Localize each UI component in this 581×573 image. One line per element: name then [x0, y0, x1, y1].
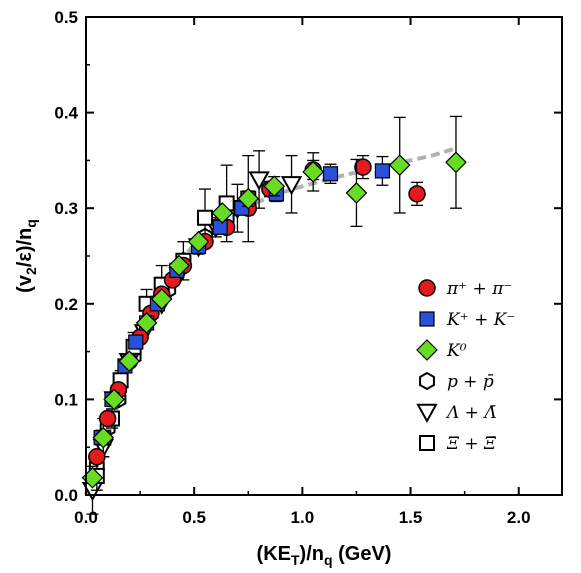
legend-item: K⁺ + K⁻	[419, 310, 515, 330]
series-3	[88, 193, 257, 476]
data-point	[98, 409, 117, 428]
data-point	[345, 182, 368, 204]
data-point	[322, 166, 339, 182]
legend-marker	[416, 339, 438, 361]
x-tick-label: 0.5	[182, 508, 206, 527]
data-point	[302, 161, 325, 183]
legend: π⁺ + π⁻ K⁺ + K⁻ K⁰ p + p̄ Λ + Λ̄ Ξ + Ξ̄	[416, 279, 515, 454]
tick-layer: 0.0 0.5 1.0 1.5 2.0 0.0 0.1 0.2 0.3 0.4 0.5	[54, 8, 562, 527]
data-point	[150, 288, 173, 310]
legend-marker	[416, 403, 438, 424]
legend-marker	[418, 279, 436, 297]
legend-item: Λ + Λ̄	[416, 403, 497, 424]
x-tick-label: 0.0	[74, 508, 98, 527]
data-point	[408, 185, 426, 203]
data-point	[354, 158, 372, 176]
series-5	[88, 154, 257, 491]
x-axis-title: (KET)/nq (GeV)	[257, 543, 392, 568]
data-point	[187, 230, 210, 253]
series-layer	[81, 115, 467, 515]
legend-label: K⁺ + K⁻	[446, 310, 515, 330]
legend-label: K⁰	[446, 341, 467, 361]
y-tick-label: 0.1	[54, 390, 78, 409]
legend-item: Ξ + Ξ̄	[419, 434, 497, 454]
data-point	[237, 187, 260, 210]
legend-marker	[419, 435, 435, 451]
plot-frame	[85, 16, 563, 496]
data-point	[280, 176, 303, 196]
legend-marker	[419, 371, 435, 391]
y-tick-label: 0.3	[54, 199, 78, 218]
legend-item: p + p̄	[419, 371, 494, 392]
data-point	[374, 163, 391, 179]
data-point	[197, 209, 213, 226]
legend-label: p + p̄	[447, 372, 494, 392]
data-point	[212, 219, 228, 235]
y-tick-label: 0.4	[54, 104, 78, 123]
data-point	[211, 202, 234, 224]
data-point	[92, 426, 115, 449]
data-point	[263, 175, 286, 198]
legend-label: Λ + Λ̄	[445, 403, 497, 423]
data-point	[445, 151, 467, 174]
data-point	[118, 350, 141, 373]
legend-label: Ξ + Ξ̄	[446, 434, 497, 454]
y-axis-title: (v2/ε)/nq	[14, 219, 39, 293]
series-4	[81, 150, 303, 515]
legend-item: K⁰	[416, 339, 467, 361]
series-2	[81, 115, 467, 489]
legend-label: π⁺ + π⁻	[446, 279, 512, 299]
y-tick-label: 0.0	[54, 486, 78, 505]
data-point	[103, 388, 125, 411]
data-point	[248, 171, 270, 191]
legend-item: π⁺ + π⁻	[418, 279, 512, 299]
x-tick-label: 2.0	[507, 508, 531, 527]
data-point	[128, 334, 144, 350]
x-tick-label: 1.0	[291, 508, 315, 527]
data-point	[168, 254, 190, 277]
data-point	[135, 312, 158, 334]
x-tick-label: 1.5	[399, 508, 423, 527]
y-tick-label: 0.2	[54, 295, 78, 314]
data-point	[88, 448, 106, 466]
legend-marker	[419, 311, 435, 327]
y-tick-label: 0.5	[54, 8, 78, 27]
data-point	[388, 154, 411, 177]
